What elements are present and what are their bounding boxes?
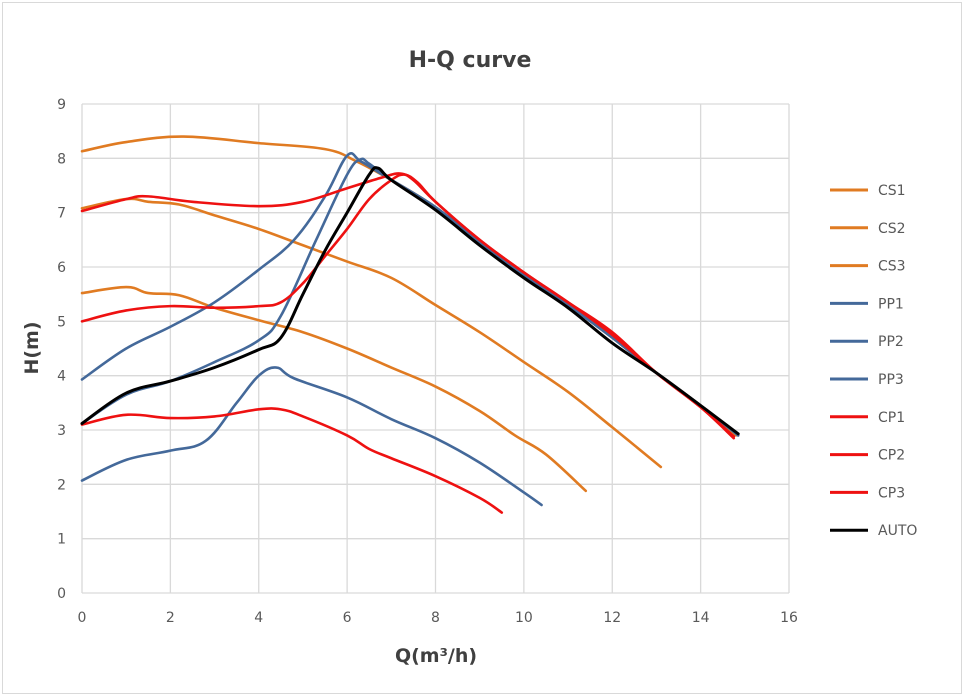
- x-axis-label: Q(m³/h): [395, 645, 477, 667]
- x-tick-label: 10: [515, 610, 533, 626]
- x-tick-label: 4: [254, 610, 263, 626]
- legend-label-cp2: CP2: [878, 448, 905, 464]
- x-tick-label: 8: [431, 610, 440, 626]
- x-tick-label: 12: [603, 610, 621, 626]
- y-axis-label: H(m): [21, 321, 43, 374]
- legend-label-cs3: CS3: [878, 259, 906, 275]
- legend-label-pp3: PP3: [878, 372, 904, 388]
- x-ticks: 0 2 4 6 8 10 12 14 16: [78, 610, 798, 626]
- legend-label-cs1: CS1: [878, 183, 906, 199]
- series-lines: [80, 135, 740, 514]
- legend-label-auto: AUTO: [878, 523, 917, 539]
- y-tick-label: 6: [57, 260, 66, 276]
- x-tick-label: 6: [343, 610, 352, 626]
- legend-label-cs2: CS2: [878, 221, 906, 237]
- chart-title: H-Q curve: [409, 48, 532, 73]
- legend-label-pp2: PP2: [878, 334, 904, 350]
- legend-label-cp1: CP1: [878, 410, 905, 426]
- legend-label-cp3: CP3: [878, 485, 905, 501]
- legend: CS1 CS2 CS3 PP1 PP2 PP3 CP1 CP2 CP3 AUTO: [830, 183, 917, 539]
- series-line-cp3: [80, 407, 504, 514]
- chart-frame: [2, 2, 962, 694]
- series-line-cp2: [80, 173, 736, 438]
- series-line-cs1: [80, 135, 738, 437]
- x-tick-label: 14: [692, 610, 710, 626]
- y-tick-label: 3: [57, 423, 66, 439]
- y-tick-label: 0: [57, 586, 66, 602]
- legend-label-pp1: PP1: [878, 296, 904, 312]
- y-tick-label: 2: [57, 477, 66, 493]
- series-line-cs3: [80, 285, 588, 493]
- series-line-pp2: [80, 157, 740, 437]
- y-tick-label: 8: [57, 151, 66, 167]
- series-line-pp3: [80, 366, 543, 507]
- y-tick-label: 4: [57, 369, 66, 385]
- y-tick-label: 9: [57, 97, 66, 113]
- series-line-cs2: [80, 197, 663, 469]
- y-tick-label: 5: [57, 314, 66, 330]
- x-tick-label: 0: [78, 610, 87, 626]
- series-line-auto: [80, 166, 740, 436]
- y-ticks: 0 1 2 3 4 5 6 7 8 9: [57, 97, 66, 602]
- grid: [81, 103, 790, 594]
- x-tick-label: 2: [166, 610, 175, 626]
- y-tick-label: 7: [57, 206, 66, 222]
- x-tick-label: 16: [780, 610, 798, 626]
- y-tick-label: 1: [57, 532, 66, 548]
